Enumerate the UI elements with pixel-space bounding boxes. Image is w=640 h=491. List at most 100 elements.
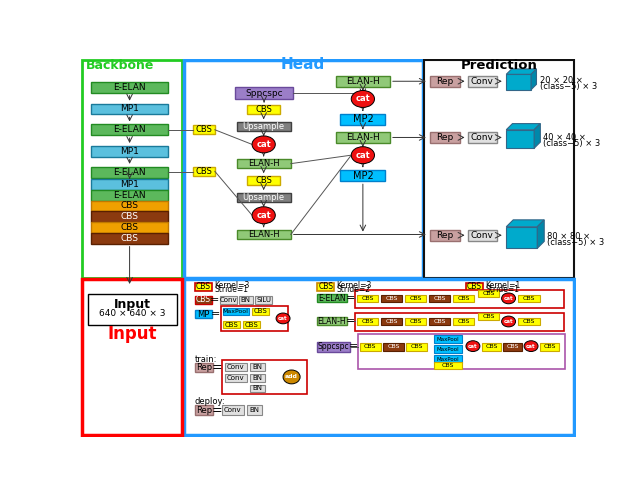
Text: BN: BN (252, 364, 262, 370)
Text: CBS: CBS (120, 212, 139, 221)
Text: Rep: Rep (436, 133, 454, 142)
Bar (184, 279, 575, 436)
Bar (336, 76, 390, 86)
Bar (381, 318, 403, 326)
Text: CBS: CBS (196, 125, 212, 134)
Text: ELAN-H: ELAN-H (317, 317, 346, 326)
Text: cat: cat (256, 211, 271, 220)
Text: CBS: CBS (224, 322, 238, 327)
Bar (248, 176, 280, 185)
Bar (255, 296, 272, 304)
Bar (250, 384, 265, 392)
Text: cat: cat (468, 344, 477, 349)
Text: Stride=2: Stride=2 (337, 285, 371, 295)
Text: =: = (346, 293, 355, 303)
Bar (477, 290, 499, 297)
Text: CBS: CBS (458, 319, 470, 325)
Bar (406, 343, 428, 351)
Text: ELAN-H: ELAN-H (248, 159, 280, 168)
Text: MP2: MP2 (353, 114, 373, 124)
Ellipse shape (502, 293, 516, 304)
Text: CBS: CBS (506, 344, 518, 350)
Ellipse shape (351, 90, 374, 108)
Bar (317, 342, 349, 352)
Text: Input: Input (107, 325, 157, 343)
Bar (383, 343, 404, 351)
Bar (434, 335, 462, 343)
Text: Rep: Rep (436, 77, 454, 86)
Text: cat: cat (256, 140, 271, 149)
Bar (239, 296, 253, 304)
Bar (225, 374, 246, 382)
Text: CBS: CBS (387, 344, 399, 350)
Bar (91, 179, 168, 190)
Bar (248, 105, 280, 114)
Ellipse shape (252, 207, 275, 224)
Text: BN: BN (241, 297, 251, 303)
Text: Kernel=3: Kernel=3 (337, 281, 372, 290)
Bar (193, 167, 215, 176)
Text: CBS: CBS (364, 344, 376, 350)
Polygon shape (537, 220, 544, 248)
Bar (91, 104, 168, 114)
Text: add: add (285, 375, 298, 380)
Text: CBS: CBS (385, 319, 397, 325)
Bar (237, 230, 291, 239)
Bar (81, 279, 182, 436)
Bar (429, 295, 451, 302)
Bar (223, 308, 249, 315)
Bar (430, 132, 460, 143)
Text: 80 × 80 ×: 80 × 80 × (547, 232, 591, 241)
Polygon shape (534, 124, 540, 148)
Ellipse shape (351, 147, 374, 164)
Text: Upsample: Upsample (243, 122, 285, 131)
Text: Backbone: Backbone (86, 59, 155, 72)
Text: Head: Head (281, 57, 325, 72)
Bar (477, 313, 499, 320)
Text: cat: cat (526, 344, 536, 349)
Text: Conv: Conv (471, 133, 493, 142)
Text: MaxPool: MaxPool (437, 337, 460, 342)
Bar (252, 308, 269, 315)
Text: CBS: CBS (196, 282, 211, 291)
Text: CBS: CBS (253, 308, 268, 314)
Bar (91, 124, 168, 135)
Text: cat: cat (504, 319, 513, 324)
Bar (195, 363, 213, 372)
Text: CBS: CBS (255, 105, 272, 114)
Bar (434, 345, 462, 353)
Bar (540, 343, 559, 351)
Bar (195, 283, 212, 291)
Bar (430, 76, 460, 86)
Bar (195, 296, 212, 304)
Text: CBS: CBS (120, 223, 139, 232)
Bar (503, 343, 522, 351)
Text: SiLU: SiLU (256, 297, 271, 303)
Text: CBS: CBS (244, 322, 258, 327)
Text: E-ELAN: E-ELAN (113, 125, 146, 134)
Text: Prediction: Prediction (461, 59, 538, 72)
Text: E-ELAN: E-ELAN (318, 294, 346, 302)
Text: ELAN-H: ELAN-H (346, 133, 380, 142)
Text: =: = (346, 316, 355, 326)
Bar (220, 296, 237, 304)
Text: =: = (349, 342, 358, 352)
Bar (336, 132, 390, 143)
Text: CBS: CBS (442, 363, 454, 368)
Bar (356, 295, 378, 302)
Text: 20 × 20 ×: 20 × 20 × (540, 76, 583, 85)
Bar (404, 318, 426, 326)
Ellipse shape (466, 341, 480, 352)
Text: MP: MP (197, 310, 209, 319)
Bar (482, 343, 501, 351)
Text: =: = (212, 361, 223, 374)
Bar (237, 122, 291, 131)
Text: (class−5) × 3: (class−5) × 3 (543, 139, 601, 148)
Bar (88, 294, 177, 325)
Text: CBS: CBS (433, 319, 446, 325)
Text: BN: BN (252, 385, 262, 391)
Ellipse shape (502, 316, 516, 327)
Text: Conv: Conv (471, 231, 493, 240)
Bar (91, 167, 168, 178)
Text: MP1: MP1 (120, 105, 139, 113)
